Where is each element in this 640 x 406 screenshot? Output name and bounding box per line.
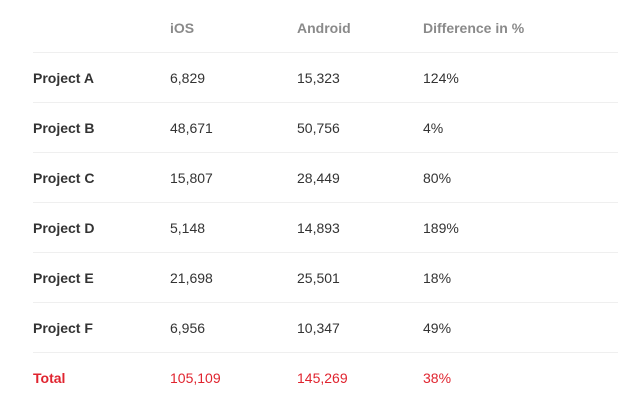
android-value: 145,269: [297, 352, 423, 402]
row-label: Project B: [33, 102, 170, 153]
ios-value: 48,671: [170, 102, 297, 153]
header-difference: Difference in %: [423, 19, 525, 36]
table-row: Project C 15,807 28,449 80%: [33, 152, 618, 203]
row-label: Project A: [33, 52, 170, 103]
android-value: 50,756: [297, 102, 423, 153]
android-value: 10,347: [297, 302, 423, 353]
header-empty: [33, 3, 170, 53]
table-row: Project A 6,829 15,323 124%: [33, 52, 618, 103]
comparison-table: iOS Android Difference in % Project A 6,8…: [33, 3, 618, 402]
ios-value: 15,807: [170, 152, 297, 203]
difference-value: 4%: [423, 102, 618, 153]
difference-value: 189%: [423, 202, 618, 253]
row-label: Project E: [33, 252, 170, 303]
android-value: 25,501: [297, 252, 423, 303]
ios-value: 6,829: [170, 52, 297, 103]
ios-value: 6,956: [170, 302, 297, 353]
table-row: Project D 5,148 14,893 189%: [33, 202, 618, 253]
difference-value: 49%: [423, 302, 618, 353]
total-row: Total 105,109 145,269 38%: [33, 352, 618, 402]
difference-value: 80%: [423, 152, 618, 203]
row-label: Project F: [33, 302, 170, 353]
ios-value: 5,148: [170, 202, 297, 253]
ios-value: 105,109: [170, 352, 297, 402]
android-value: 28,449: [297, 152, 423, 203]
row-label: Total: [33, 352, 170, 402]
table-row: Project E 21,698 25,501 18%: [33, 252, 618, 303]
ios-value: 21,698: [170, 252, 297, 303]
row-label: Project C: [33, 152, 170, 203]
android-value: 14,893: [297, 202, 423, 253]
table-row: Project B 48,671 50,756 4%: [33, 102, 618, 153]
table-row: Project F 6,956 10,347 49%: [33, 302, 618, 353]
difference-value: 124%: [423, 52, 618, 103]
header-ios: iOS: [170, 19, 195, 36]
header-android: Android: [297, 19, 351, 36]
difference-value: 38%: [423, 352, 618, 402]
difference-value: 18%: [423, 252, 618, 303]
android-value: 15,323: [297, 52, 423, 103]
header-row: iOS Android Difference in %: [33, 3, 618, 53]
row-label: Project D: [33, 202, 170, 253]
